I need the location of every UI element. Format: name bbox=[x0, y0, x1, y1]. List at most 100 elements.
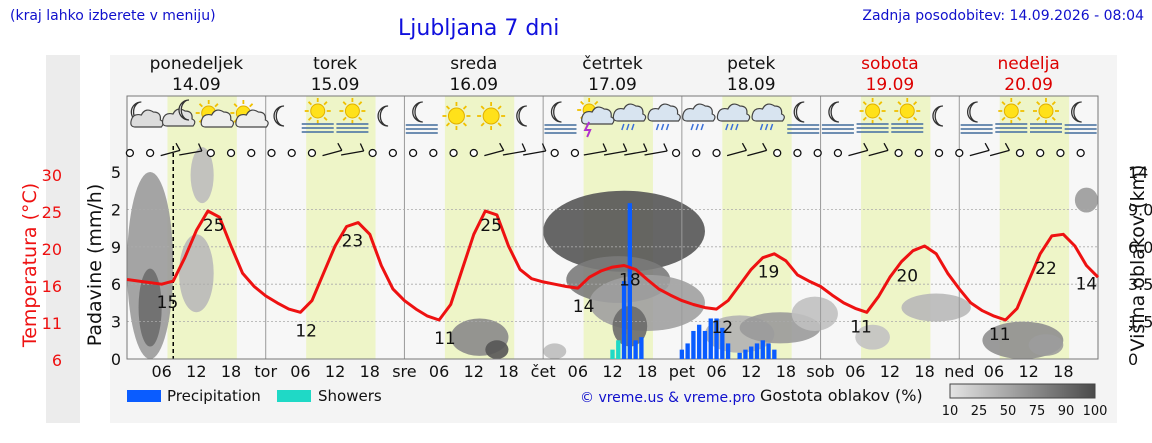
cloud-density-tick-label: 10 bbox=[942, 404, 959, 419]
temperature-tick-label: 25 bbox=[42, 203, 62, 222]
sun-icon bbox=[899, 103, 915, 119]
moon-fog-icon bbox=[1064, 101, 1097, 134]
wind-shaft bbox=[969, 149, 990, 157]
sun-ray bbox=[580, 100, 585, 105]
day-short-label: ned bbox=[944, 362, 974, 381]
temperature-label: 22 bbox=[1035, 259, 1057, 279]
sun-ray bbox=[445, 105, 451, 110]
rain-cloud-icon bbox=[751, 103, 785, 131]
left-axis-panel bbox=[46, 55, 80, 423]
wind-barb bbox=[863, 142, 869, 151]
cloud-icon bbox=[682, 103, 716, 122]
moon-icon bbox=[377, 105, 389, 127]
wind-barb bbox=[663, 143, 668, 152]
precipitation-bar bbox=[679, 349, 685, 359]
wind-calm-icon bbox=[287, 148, 296, 158]
cloud-moon-icon bbox=[161, 99, 196, 127]
wind-arrow-icon bbox=[848, 142, 869, 157]
sun-ray bbox=[307, 116, 313, 121]
wind-barb bbox=[642, 143, 648, 152]
sun-ray bbox=[1036, 101, 1041, 106]
wind-shaft bbox=[747, 149, 767, 157]
wind-calm-icon bbox=[1036, 148, 1045, 158]
temperature-tick-label: 11 bbox=[42, 314, 62, 333]
cloud-density-blob bbox=[1074, 187, 1098, 213]
wind-shaft bbox=[322, 149, 343, 157]
hour-tick-label: 06 bbox=[151, 362, 171, 381]
temperature-tick-label: 6 bbox=[52, 351, 62, 370]
sun-ray bbox=[480, 105, 485, 110]
hour-tick-label: 12 bbox=[325, 362, 345, 381]
wind-barb bbox=[175, 142, 181, 151]
temperature-label: 14 bbox=[1076, 275, 1098, 295]
sun-storm-icon bbox=[577, 98, 615, 138]
precipitation-axis-title: Padavine (mm/h) bbox=[84, 184, 106, 347]
hour-tick-label: 18 bbox=[637, 362, 657, 381]
day-short-label: sob bbox=[806, 362, 834, 381]
precipitation-bar bbox=[639, 337, 644, 359]
precipitation-tick-label: 2 bbox=[111, 200, 121, 219]
moon-icon bbox=[550, 101, 562, 123]
day-name: torek bbox=[313, 54, 357, 74]
temperature-label: 23 bbox=[342, 232, 364, 252]
header-location-note: (kraj lahko izberete v meniju) bbox=[10, 8, 216, 24]
wind-barb bbox=[741, 142, 747, 151]
hour-tick-label: 12 bbox=[1018, 362, 1038, 381]
hour-tick-label: 18 bbox=[776, 362, 796, 381]
cloud-height-axis-title: Višina oblakov (km) bbox=[1127, 165, 1149, 352]
hour-tick-label: 06 bbox=[429, 362, 449, 381]
wind-calm-icon bbox=[247, 148, 256, 158]
wind-arrow-icon bbox=[989, 142, 1010, 157]
wind-arrow-icon bbox=[322, 142, 343, 157]
moon-fog-icon bbox=[787, 101, 820, 134]
wind-shaft bbox=[624, 150, 648, 156]
cloud-density-blob bbox=[1028, 334, 1064, 356]
cloud-density-tick-label: 75 bbox=[1029, 404, 1046, 419]
sun-ray bbox=[323, 116, 328, 121]
precipitation-bar bbox=[754, 343, 760, 359]
day-date: 18.09 bbox=[727, 75, 776, 95]
day-date: 14.09 bbox=[172, 75, 221, 95]
precipitation-bar bbox=[737, 352, 742, 359]
wind-barb bbox=[359, 143, 365, 152]
wind-barb bbox=[984, 142, 990, 151]
hour-tick-label: 18 bbox=[914, 362, 934, 381]
wind-arrow-icon bbox=[340, 143, 365, 156]
wind-arrow-icon bbox=[747, 142, 768, 157]
cloud-density-blob bbox=[855, 324, 890, 350]
wind-calm-icon bbox=[125, 148, 135, 158]
cloud-density-scale bbox=[949, 383, 1096, 399]
moon-fog-icon bbox=[960, 101, 993, 134]
showers-legend-label: Showers bbox=[318, 387, 382, 405]
sun-fog-icon bbox=[891, 98, 924, 133]
wind-calm-icon bbox=[226, 148, 236, 158]
precipitation-bar bbox=[766, 343, 771, 359]
day-short-label: pet bbox=[669, 362, 695, 381]
rain-drop bbox=[759, 123, 764, 131]
precipitation-bar bbox=[749, 346, 754, 359]
sun-ray bbox=[1001, 101, 1006, 106]
day-short-label: sre bbox=[392, 362, 416, 381]
sun-icon bbox=[344, 103, 360, 119]
temperature-label: 15 bbox=[157, 293, 179, 313]
cloud-icon bbox=[130, 109, 164, 128]
wind-arrow-icon bbox=[523, 143, 547, 156]
precipitation-tick-label: 3 bbox=[111, 313, 121, 332]
sun-fog-icon bbox=[1029, 98, 1062, 133]
sun-ray bbox=[1036, 116, 1041, 121]
precipitation-legend-label: Precipitation bbox=[167, 387, 261, 405]
rain-drop bbox=[690, 123, 694, 131]
precipitation-bar bbox=[720, 327, 725, 359]
sun-fog-icon bbox=[301, 98, 334, 133]
day-date: 15.09 bbox=[311, 75, 360, 95]
sun-ray bbox=[878, 116, 883, 121]
wind-calm-icon bbox=[570, 148, 580, 158]
sun-icon bbox=[310, 103, 326, 119]
last-updated: Zadnja posodobitev: 14.09.2026 - 08:04 bbox=[862, 8, 1144, 24]
wind-shaft bbox=[502, 150, 526, 156]
cloud-density-tick-label: 25 bbox=[971, 404, 988, 419]
wind-shaft bbox=[644, 150, 668, 156]
wind-calm-icon bbox=[449, 148, 458, 158]
temperature-label: 11 bbox=[434, 329, 456, 349]
